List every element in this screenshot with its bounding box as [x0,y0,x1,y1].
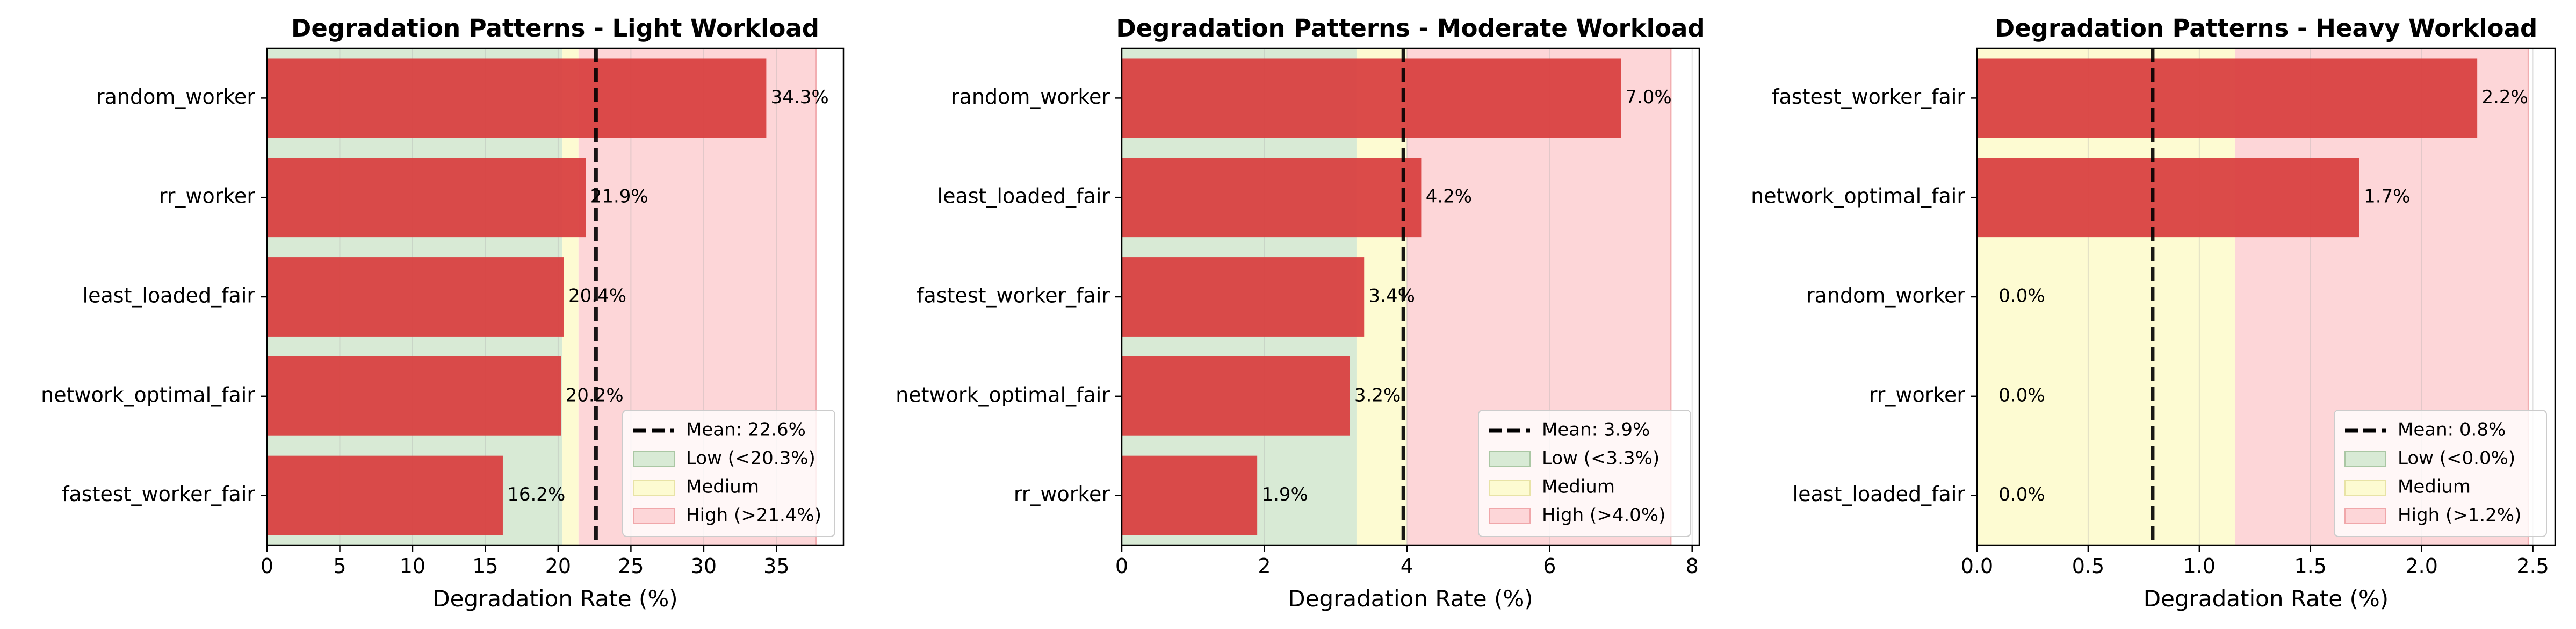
bar [267,356,561,436]
legend-entry-label: Low (<3.3%) [1542,448,1659,469]
legend-entry-label: High (>1.2%) [2398,505,2521,526]
bar [1977,58,2478,138]
legend-band-swatch [633,480,675,496]
legend-entry-label: Mean: 22.6% [686,419,806,441]
legend-box [1478,410,1691,537]
legend-entry-label: Low (<20.3%) [686,448,816,469]
value-label: 0.0% [1998,384,2045,406]
bar [1122,356,1350,436]
x-tick-label: 2 [1258,554,1271,578]
legend-entry-label: Medium [1542,476,1615,498]
panel-light: random_worker 34.3% rr_worker 21.9% least_lo… [41,14,845,612]
x-axis-label: Degradation Rate (%) [2144,585,2389,612]
legend-entry-label: Medium [2398,476,2471,498]
legend-band-swatch [1489,451,1531,467]
category-label: least_loaded_fair [937,184,1110,208]
category-label: fastest_worker_fair [917,284,1110,308]
legend-band-swatch [633,451,675,467]
x-tick-label: 6 [1543,554,1556,578]
value-label: 3.4% [1369,285,1415,307]
x-tick-label: 1.0 [2183,554,2216,578]
x-tick-label: 2.0 [2405,554,2437,578]
category-label: random_worker [951,85,1110,109]
chart-title: Degradation Patterns - Moderate Workload [1116,14,1705,42]
legend-band-swatch [2344,508,2386,524]
bar [267,58,767,138]
value-label: 1.9% [1261,484,1308,505]
category-label: network_optimal_fair [41,383,255,406]
value-label: 16.2% [507,484,565,505]
x-tick-label: 1.5 [2294,554,2327,578]
x-tick-label: 0 [1115,554,1128,578]
bar [267,257,564,337]
category-label: rr_worker [159,184,256,208]
category-label: rr_worker [1014,482,1110,506]
value-label: 4.2% [1426,186,1472,208]
bar [1122,58,1621,138]
legend-band-swatch [633,508,675,524]
x-tick-label: 35 [763,554,789,578]
panel-heavy: fastest_worker_fair 2.2% network_optimal_f… [1751,14,2556,612]
category-label: fastest_worker_fair [1772,85,1965,109]
legend-box [622,410,835,537]
axes-frame [1121,47,1700,546]
value-label: 7.0% [1625,87,1671,108]
legend-band-swatch [1489,480,1531,496]
value-label: 34.3% [771,87,829,108]
x-tick-label: 25 [618,554,644,578]
legend-entry-label: High (>4.0%) [1542,505,1665,526]
x-tick-label: 5 [333,554,346,578]
bar [1977,158,2359,238]
bar [1122,455,1258,535]
x-tick-label: 15 [472,554,498,578]
legend-band-swatch [2344,451,2386,467]
legend-entry-label: High (>21.4%) [686,505,821,526]
bar [267,158,586,238]
category-label: random_worker [96,85,255,109]
legend-entry-label: Low (<0.0%) [2398,448,2515,469]
x-tick-label: 10 [400,554,425,578]
axes-frame [266,47,845,546]
legend: Mean: 22.6% Low (<20.3%) Medium High (>21.4… [622,410,835,537]
category-label: least_loaded_fair [1793,482,1966,506]
value-label: 3.2% [1354,384,1401,406]
category-label: rr_worker [1869,383,1966,406]
legend-entry-label: Mean: 0.8% [2398,419,2506,441]
legend-entry-label: Medium [686,476,759,498]
category-label: network_optimal_fair [1751,184,1965,208]
x-axis-label: Degradation Rate (%) [1288,585,1533,612]
bar [1122,257,1365,337]
x-tick-label: 0.0 [1961,554,1993,578]
x-tick-label: 2.5 [2516,554,2549,578]
legend-band-swatch [2344,480,2386,496]
legend: Mean: 0.8% Low (<0.0%) Medium High (>1.2%) [2334,410,2547,537]
value-label: 21.9% [590,186,648,208]
x-tick-label: 0 [261,554,273,578]
x-tick-label: 30 [691,554,717,578]
legend-box [2334,410,2547,537]
bar [267,455,503,535]
axes-frame [1976,47,2556,546]
category-label: fastest_worker_fair [62,482,255,506]
value-label: 1.7% [2364,186,2410,208]
panel-moderate: random_worker 7.0% least_loaded_fair 4.2% fa… [896,14,1705,612]
value-label: 0.0% [1998,285,2045,307]
x-tick-label: 0.5 [2072,554,2104,578]
category-label: random_worker [1806,284,1965,308]
x-tick-label: 20 [545,554,571,578]
x-axis-label: Degradation Rate (%) [432,585,677,612]
x-tick-label: 8 [1686,554,1699,578]
chart-title: Degradation Patterns - Heavy Workload [1995,14,2537,42]
legend: Mean: 3.9% Low (<3.3%) Medium High (>4.0%) [1478,410,1691,537]
value-label: 0.0% [1998,484,2045,505]
chart-title: Degradation Patterns - Light Workload [291,14,819,42]
legend-band-swatch [1489,508,1531,524]
legend-entry-label: Mean: 3.9% [1542,419,1650,441]
value-label: 2.2% [2481,87,2528,108]
category-label: network_optimal_fair [896,383,1110,406]
category-label: least_loaded_fair [83,284,256,308]
x-tick-label: 4 [1401,554,1413,578]
bar [1122,158,1422,238]
